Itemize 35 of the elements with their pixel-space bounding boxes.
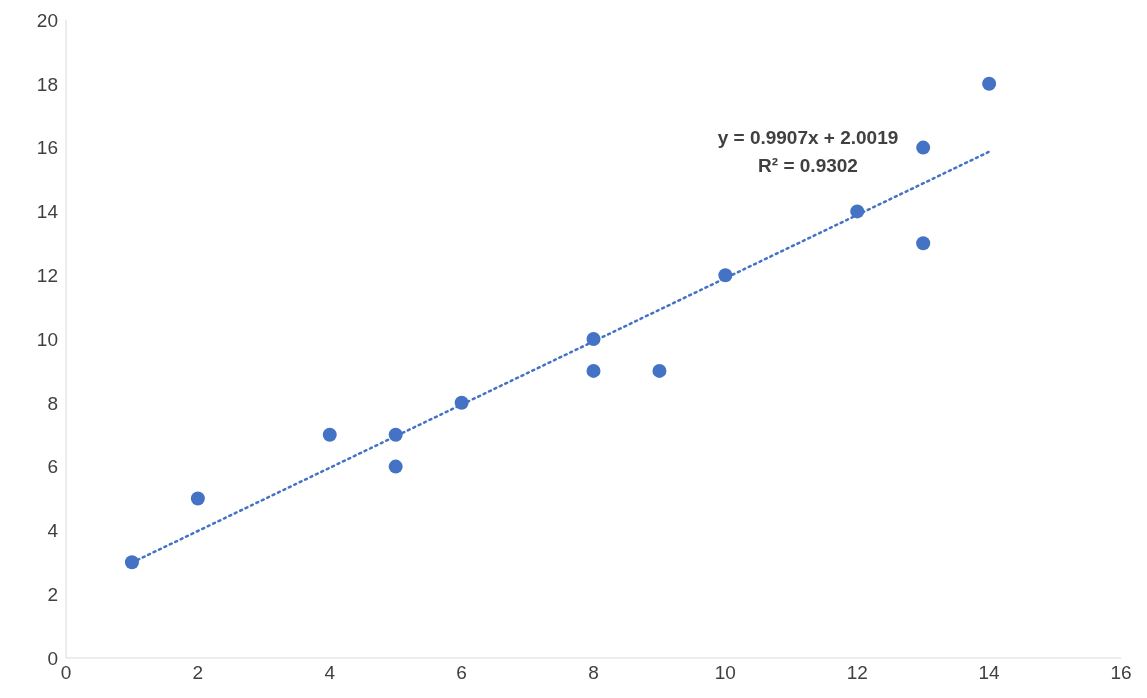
- point: [388, 459, 403, 474]
- x-tick-label: 10: [714, 662, 736, 684]
- x-tick-label: 16: [1110, 662, 1132, 684]
- point: [586, 363, 601, 378]
- point: [124, 555, 139, 570]
- point: [652, 363, 667, 378]
- point: [454, 395, 469, 410]
- y-tick-label: 2: [47, 583, 58, 605]
- point: [850, 204, 865, 219]
- x-tick-label: 4: [324, 662, 336, 684]
- point: [322, 427, 337, 442]
- point: [916, 140, 931, 155]
- y-tick-label: 20: [36, 9, 58, 31]
- y-tick-label: 18: [36, 73, 58, 95]
- x-tick-label: 14: [978, 662, 1001, 684]
- annotation: R² = 0.9302: [757, 154, 859, 178]
- point: [718, 268, 733, 283]
- point: [916, 236, 931, 251]
- point: [982, 76, 997, 91]
- x-tick-label: 6: [456, 662, 467, 684]
- x-tick-label: 2: [192, 662, 204, 684]
- y-tick-label: 6: [47, 456, 58, 478]
- point: [388, 427, 403, 442]
- y-tick-label: 12: [36, 264, 58, 286]
- y-tick-label: 10: [36, 328, 58, 350]
- x-tick-label: 8: [588, 662, 599, 684]
- y-tick-label: 8: [47, 392, 58, 414]
- annotation: y = 0.9907x + 2.0019: [716, 126, 900, 150]
- point: [190, 491, 205, 506]
- y-tick-label: 0: [47, 647, 58, 669]
- x-tick-label: 12: [846, 662, 868, 684]
- y-tick-label: 16: [36, 137, 58, 159]
- y-tick-label: 4: [47, 520, 59, 542]
- y-tick-label: 14: [36, 201, 59, 223]
- point: [586, 332, 601, 346]
